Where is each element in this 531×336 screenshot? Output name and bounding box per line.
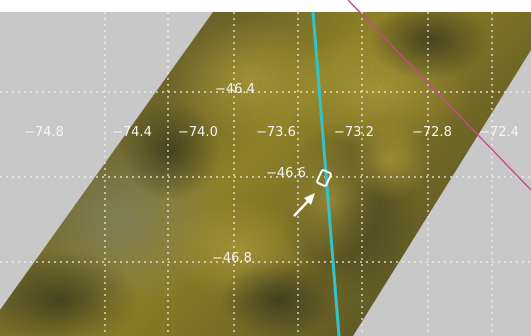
latitude-labels: −46.4 −46.6 −46.8 <box>212 82 306 266</box>
longitude-label: −73.2 <box>334 125 374 140</box>
track-line <box>311 11 341 336</box>
longitude-label: −74.4 <box>112 125 152 140</box>
diagonal-line <box>347 0 531 191</box>
longitude-labels: −74.8 −74.4 −74.0 −73.6 −73.2 −72.8 −72.… <box>24 125 519 140</box>
latitude-label: −46.4 <box>215 82 255 97</box>
latitude-label: −46.6 <box>266 166 306 181</box>
longitude-label: −72.8 <box>412 125 452 140</box>
longitude-label: −74.8 <box>24 125 64 140</box>
target-marker <box>316 169 332 187</box>
longitude-label: −72.4 <box>479 125 519 140</box>
latitude-label: −46.8 <box>212 251 252 266</box>
top-margin <box>0 0 531 12</box>
graticule <box>0 12 531 336</box>
longitude-label: −74.0 <box>178 125 218 140</box>
pointer-arrow <box>293 193 315 217</box>
longitude-label: −73.6 <box>256 125 296 140</box>
